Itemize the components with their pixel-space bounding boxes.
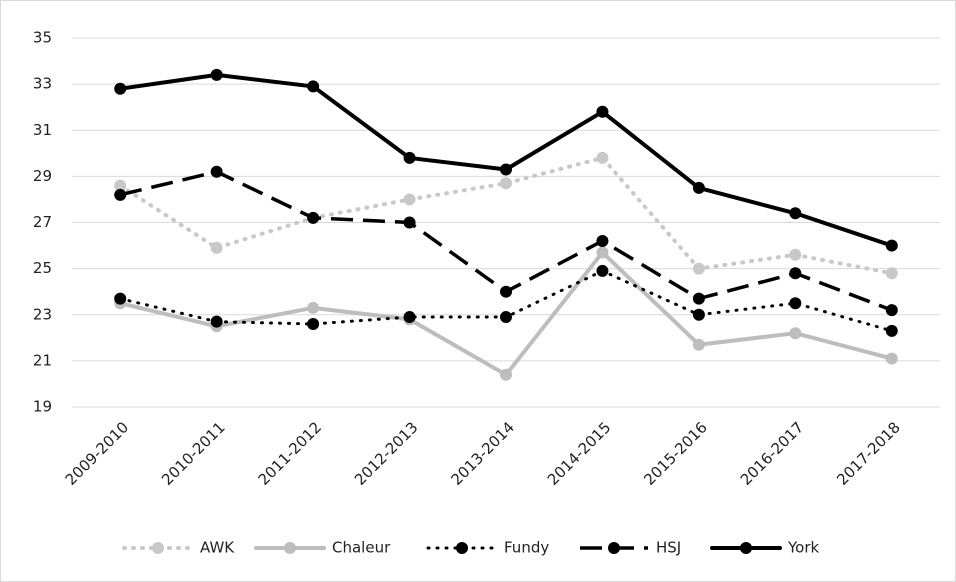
data-point bbox=[210, 68, 223, 81]
data-point bbox=[885, 304, 898, 317]
y-tick-label: 21 bbox=[33, 351, 52, 369]
data-point bbox=[500, 163, 512, 176]
data-point bbox=[500, 177, 512, 190]
data-point bbox=[885, 267, 898, 280]
data-point bbox=[789, 207, 802, 220]
data-point bbox=[596, 264, 609, 277]
data-point bbox=[403, 311, 416, 324]
data-point bbox=[596, 105, 609, 118]
data-point bbox=[307, 317, 320, 330]
data-point bbox=[403, 193, 416, 206]
y-tick-label: 23 bbox=[33, 305, 52, 323]
data-point bbox=[596, 234, 609, 247]
data-point bbox=[307, 301, 320, 314]
data-point bbox=[210, 241, 223, 254]
legend-marker bbox=[608, 542, 620, 554]
data-point bbox=[692, 262, 705, 275]
data-point bbox=[403, 151, 416, 164]
data-point bbox=[114, 188, 127, 201]
legend-label: HSJ bbox=[656, 539, 681, 557]
data-point bbox=[789, 267, 802, 280]
data-point bbox=[885, 352, 898, 365]
legend-marker bbox=[456, 542, 468, 554]
data-point bbox=[114, 292, 127, 305]
data-point bbox=[307, 211, 320, 224]
data-point bbox=[403, 216, 416, 229]
data-point bbox=[692, 338, 705, 351]
data-point bbox=[885, 324, 898, 337]
legend-marker bbox=[152, 542, 164, 554]
y-tick-label: 19 bbox=[33, 398, 52, 416]
data-point bbox=[114, 179, 127, 192]
data-point bbox=[114, 82, 127, 95]
data-point bbox=[500, 368, 512, 381]
y-tick-label: 27 bbox=[33, 213, 52, 231]
data-point bbox=[789, 327, 802, 340]
y-tick-label: 35 bbox=[33, 29, 52, 47]
data-point bbox=[596, 246, 609, 259]
data-point bbox=[789, 297, 802, 310]
y-tick-label: 33 bbox=[33, 75, 52, 93]
legend-marker bbox=[284, 542, 296, 554]
data-point bbox=[210, 165, 223, 178]
data-point bbox=[692, 181, 705, 194]
legend-label: Chaleur bbox=[332, 539, 391, 557]
data-point bbox=[307, 80, 320, 93]
data-point bbox=[789, 248, 802, 261]
data-point bbox=[692, 308, 705, 321]
y-tick-label: 25 bbox=[33, 259, 52, 277]
data-point bbox=[596, 151, 609, 164]
data-point bbox=[500, 311, 512, 324]
y-tick-label: 29 bbox=[33, 167, 52, 185]
legend-label: AWK bbox=[200, 539, 235, 557]
y-tick-label: 31 bbox=[33, 121, 52, 139]
data-point bbox=[885, 239, 898, 252]
data-point bbox=[500, 285, 512, 298]
legend-marker bbox=[740, 542, 752, 554]
data-point bbox=[210, 315, 223, 328]
legend-label: York bbox=[787, 539, 820, 557]
data-point bbox=[692, 292, 705, 305]
legend-label: Fundy bbox=[504, 539, 549, 557]
